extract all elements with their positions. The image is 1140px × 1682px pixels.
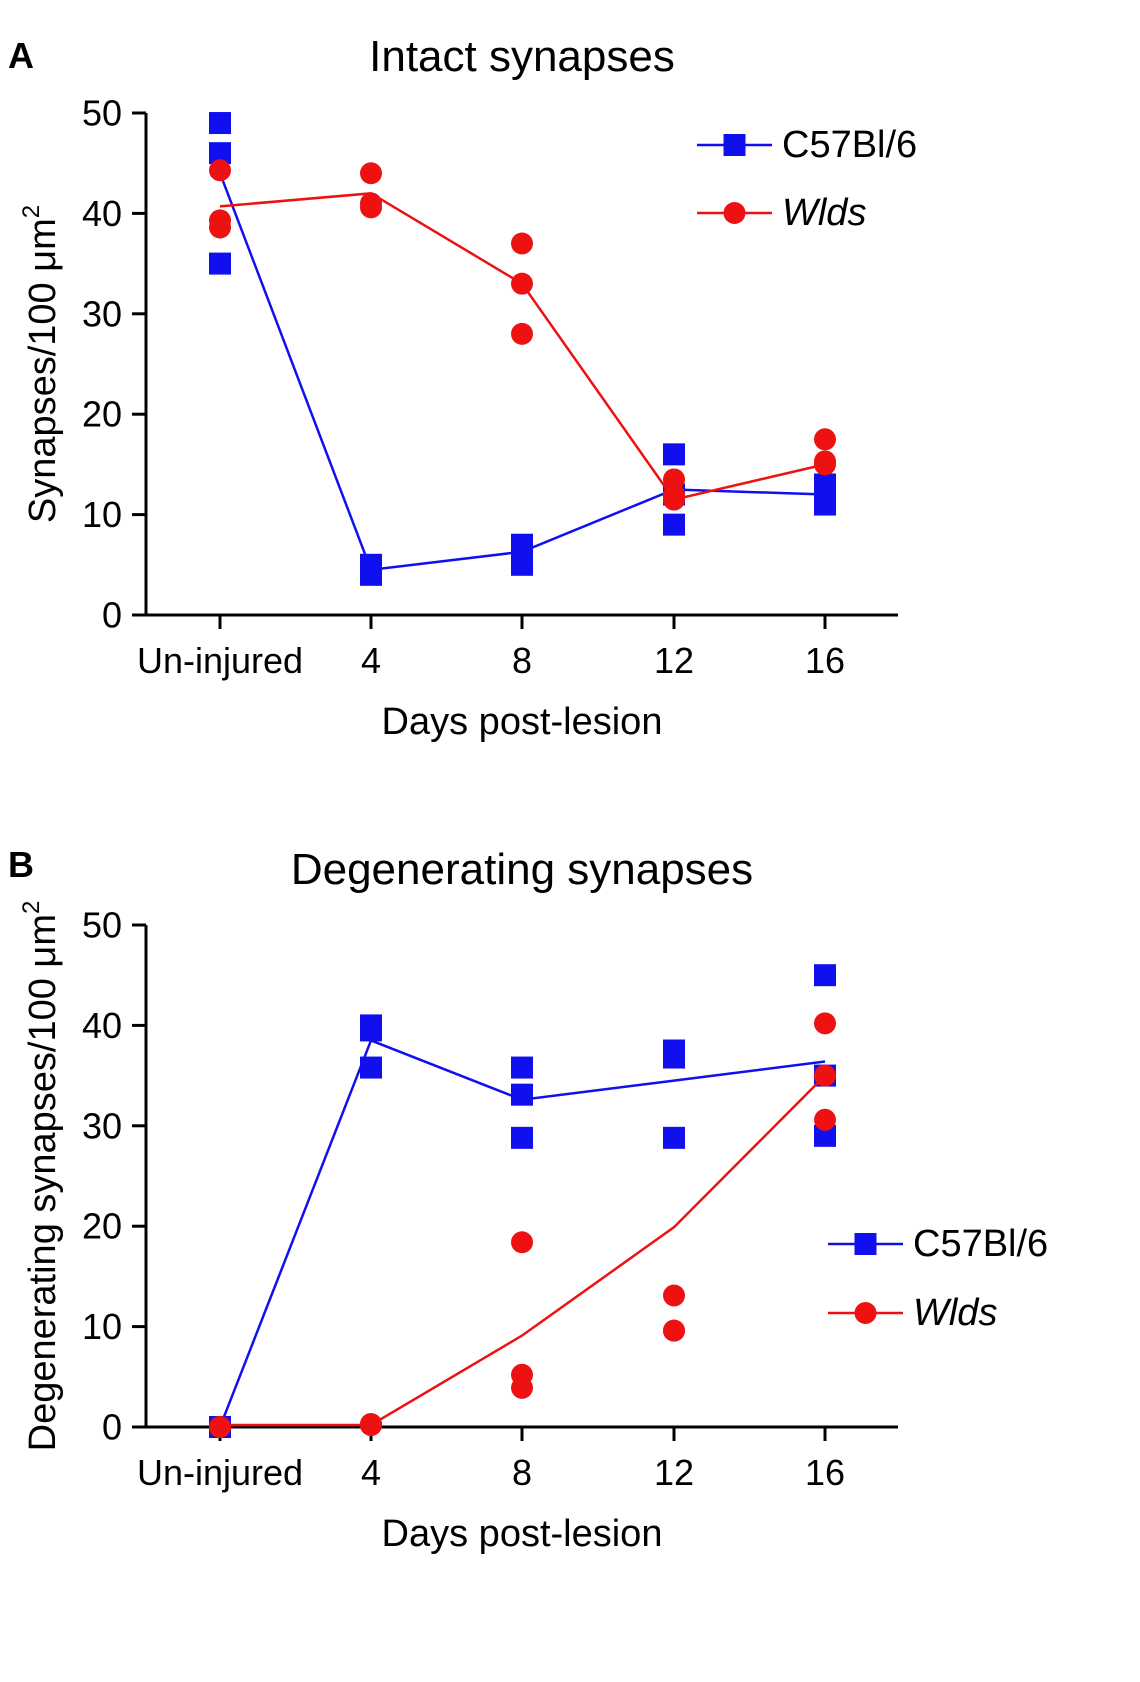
data-point	[209, 1416, 231, 1438]
legend-label: Wlds	[913, 1292, 997, 1334]
data-point	[663, 483, 685, 506]
data-point	[360, 162, 382, 185]
data-point	[209, 252, 231, 275]
panel-letter: A	[8, 35, 34, 76]
series-mean-line	[220, 1074, 826, 1427]
y-tick-label: 50	[82, 905, 122, 946]
y-axis-title-main: Degenerating synapses/100 μm	[22, 914, 64, 1451]
x-tick-label: 4	[361, 640, 381, 681]
x-tick-label: 16	[805, 640, 845, 681]
y-axis-title-sup: 2	[18, 205, 45, 218]
data-point	[814, 493, 836, 516]
legend-marker-square	[723, 134, 746, 156]
data-point	[511, 322, 533, 345]
legend: C57Bl/6 Wlds	[828, 1223, 1048, 1334]
x-tick-label: 12	[654, 1452, 694, 1493]
data-point	[209, 142, 231, 165]
y-tick-label: 40	[82, 1005, 122, 1046]
data-point	[360, 196, 382, 219]
chart-title: Intact synapses	[369, 32, 675, 81]
y-tick-label: 20	[82, 394, 122, 435]
x-tick-label: 8	[512, 1452, 532, 1493]
y-tick-label: 30	[82, 1105, 122, 1146]
data-point	[360, 558, 382, 581]
y-tick-label: 50	[82, 93, 122, 134]
x-axis-title: Days post-lesion	[382, 701, 663, 743]
legend-marker-square	[854, 1233, 877, 1255]
y-axis-title-main: Synapses/100 μm	[22, 218, 64, 523]
x-tick-label: Un-injured	[137, 1452, 303, 1493]
chart-svg: A Intact synapses 0 10 20 30 40 50 Un-injured 4 8 1…	[8, 32, 917, 743]
x-tick-label: 8	[512, 640, 532, 681]
y-tick-label: 0	[102, 595, 122, 636]
data-point	[814, 1108, 836, 1131]
panel-a: A Intact synapses 0 10 20 30 40 50 Un-injured 4 8 1…	[8, 32, 917, 743]
data-point	[663, 1046, 685, 1069]
legend: C57Bl/6 Wlds	[697, 124, 917, 234]
data-point	[663, 443, 685, 466]
data-point	[511, 1126, 533, 1149]
data-point	[360, 1019, 382, 1042]
data-point	[511, 272, 533, 295]
y-axis-title-sup: 2	[18, 901, 45, 914]
legend-label: C57Bl/6	[913, 1223, 1048, 1265]
legend-marker-circle	[723, 202, 746, 224]
x-tick-label: 16	[805, 1452, 845, 1493]
chart-svg: B Degenerating synapses 0 10 20 30 40 50 Un-inju…	[8, 844, 1048, 1555]
data-point	[360, 1056, 382, 1079]
data-point	[663, 1284, 685, 1307]
data-point	[814, 1124, 836, 1147]
panel-b: B Degenerating synapses 0 10 20 30 40 50 Un-inju…	[0, 841, 1140, 1682]
data-point	[360, 1413, 382, 1436]
data-point	[209, 159, 231, 182]
legend-label: Wlds	[782, 192, 866, 234]
data-point	[209, 216, 231, 239]
y-tick-label: 10	[82, 1306, 122, 1347]
y-tick-label: 20	[82, 1206, 122, 1247]
x-tick-label: Un-injured	[137, 640, 303, 681]
y-tick-label: 0	[102, 1407, 122, 1448]
chart-title: Degenerating synapses	[291, 845, 753, 894]
legend-marker-circle	[854, 1302, 877, 1324]
x-tick-label: 12	[654, 640, 694, 681]
series-wlds	[209, 1012, 836, 1438]
x-axis-title: Days post-lesion	[382, 1513, 663, 1555]
data-point	[814, 453, 836, 476]
y-tick-label: 10	[82, 494, 122, 535]
data-point	[511, 1056, 533, 1079]
data-point	[511, 232, 533, 255]
x-tick-label: 4	[361, 1452, 381, 1493]
legend-label: C57Bl/6	[782, 124, 917, 166]
data-point	[663, 1126, 685, 1149]
y-tick-label: 30	[82, 293, 122, 334]
y-axis-title: Degenerating synapses/100 μm2	[18, 901, 64, 1452]
series-wlds	[209, 159, 836, 511]
data-point	[663, 1319, 685, 1342]
data-point	[511, 553, 533, 576]
series-c57bl-6	[209, 112, 836, 586]
y-axis-title: Synapses/100 μm2	[18, 205, 64, 523]
data-point	[663, 468, 685, 491]
data-point	[511, 1231, 533, 1254]
data-point	[814, 1064, 836, 1087]
data-point	[209, 112, 231, 135]
data-point	[814, 1012, 836, 1035]
data-point	[511, 1376, 533, 1399]
data-point	[511, 1083, 533, 1106]
panel-letter: B	[8, 844, 34, 885]
data-point	[663, 513, 685, 536]
y-tick-label: 40	[82, 193, 122, 234]
data-point	[814, 964, 836, 987]
data-point	[814, 428, 836, 451]
